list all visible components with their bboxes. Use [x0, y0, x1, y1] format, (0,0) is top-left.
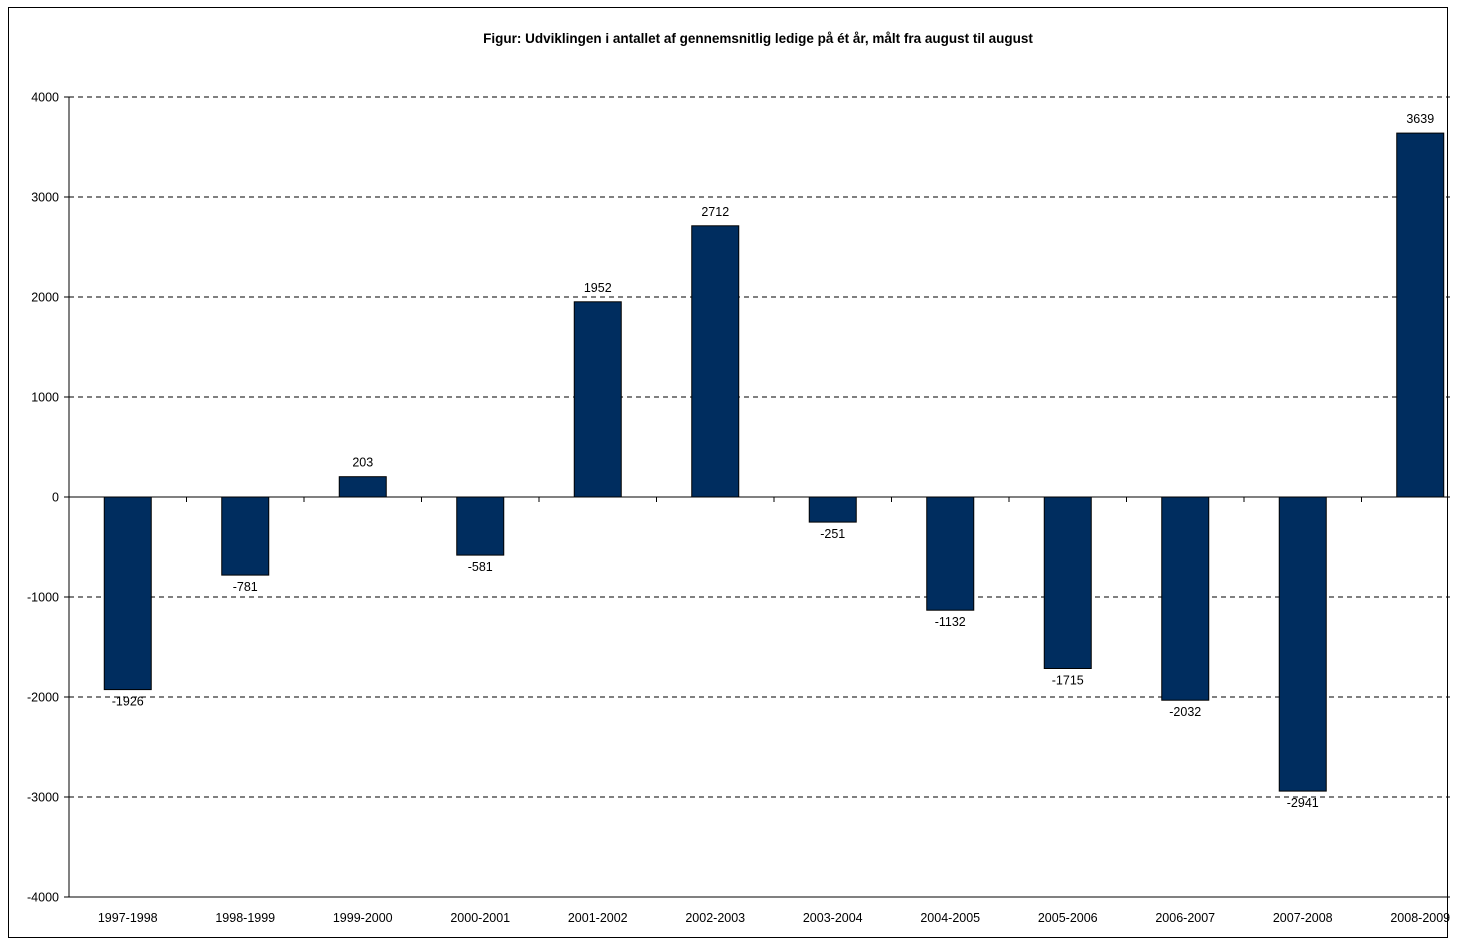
- data-label: 3639: [1406, 112, 1434, 126]
- bar: [1396, 132, 1445, 498]
- data-label: -781: [233, 580, 258, 594]
- x-tick-label: 2008-2009: [1390, 911, 1450, 925]
- y-tick-label: 3000: [31, 191, 59, 205]
- x-tick-label: 2007-2008: [1273, 911, 1333, 925]
- bar: [103, 496, 152, 691]
- bar: [926, 496, 975, 611]
- y-tick-label: -4000: [27, 891, 59, 905]
- x-tick-label: 1997-1998: [98, 911, 158, 925]
- x-tick-label: 2005-2006: [1038, 911, 1098, 925]
- data-labels: -1926 -781 203 -581 1952 2712 -251 -1132 -1715 -2…: [112, 112, 1434, 810]
- chart-title: Figur: Udviklingen i antallet af gennems…: [483, 31, 1033, 46]
- bar: [1043, 496, 1092, 669]
- y-tick-labels: 4000 3000 2000 1000 0 -1000 -2000 -3000 -4000: [27, 91, 59, 905]
- y-tick-label: 2000: [31, 291, 59, 305]
- bar: [808, 496, 857, 523]
- data-label: -251: [820, 527, 845, 541]
- data-label: 1952: [584, 281, 612, 295]
- y-tick-label: -3000: [27, 791, 59, 805]
- bar: [338, 476, 387, 498]
- axes: [68, 97, 1450, 897]
- grid-lines: [64, 96, 1450, 898]
- x-tick-label: 2004-2005: [920, 911, 980, 925]
- x-tick-labels: 1997-1998 1998-1999 1999-2000 2000-2001 2001…: [98, 911, 1450, 925]
- bar: [456, 496, 505, 556]
- x-tick-label: 2000-2001: [450, 911, 510, 925]
- x-tick-label: 1999-2000: [333, 911, 393, 925]
- data-label: -2032: [1169, 705, 1201, 719]
- data-label: -1132: [935, 615, 966, 629]
- data-label: -2941: [1287, 796, 1319, 810]
- x-tick-label: 2003-2004: [803, 911, 863, 925]
- data-label: -1715: [1052, 674, 1084, 688]
- y-tick-label: -2000: [27, 691, 59, 705]
- x-tick-label: 2006-2007: [1155, 911, 1215, 925]
- data-label: -581: [468, 560, 493, 574]
- data-label: -1926: [112, 695, 144, 709]
- y-tick-label: 4000: [31, 91, 59, 105]
- x-tick-label: 2001-2002: [568, 911, 628, 925]
- x-tick-label: 2002-2003: [685, 911, 745, 925]
- bar: [1161, 496, 1210, 701]
- bar: [221, 496, 270, 576]
- bar: [1278, 496, 1327, 792]
- data-label: 2712: [701, 205, 729, 219]
- bar: [573, 301, 622, 498]
- data-label: 203: [352, 456, 373, 470]
- y-tick-label: -1000: [27, 591, 59, 605]
- bar: [691, 225, 740, 498]
- y-tick-label: 1000: [31, 391, 59, 405]
- bars: [103, 132, 1445, 792]
- x-tick-label: 1998-1999: [215, 911, 275, 925]
- y-tick-label: 0: [52, 491, 59, 505]
